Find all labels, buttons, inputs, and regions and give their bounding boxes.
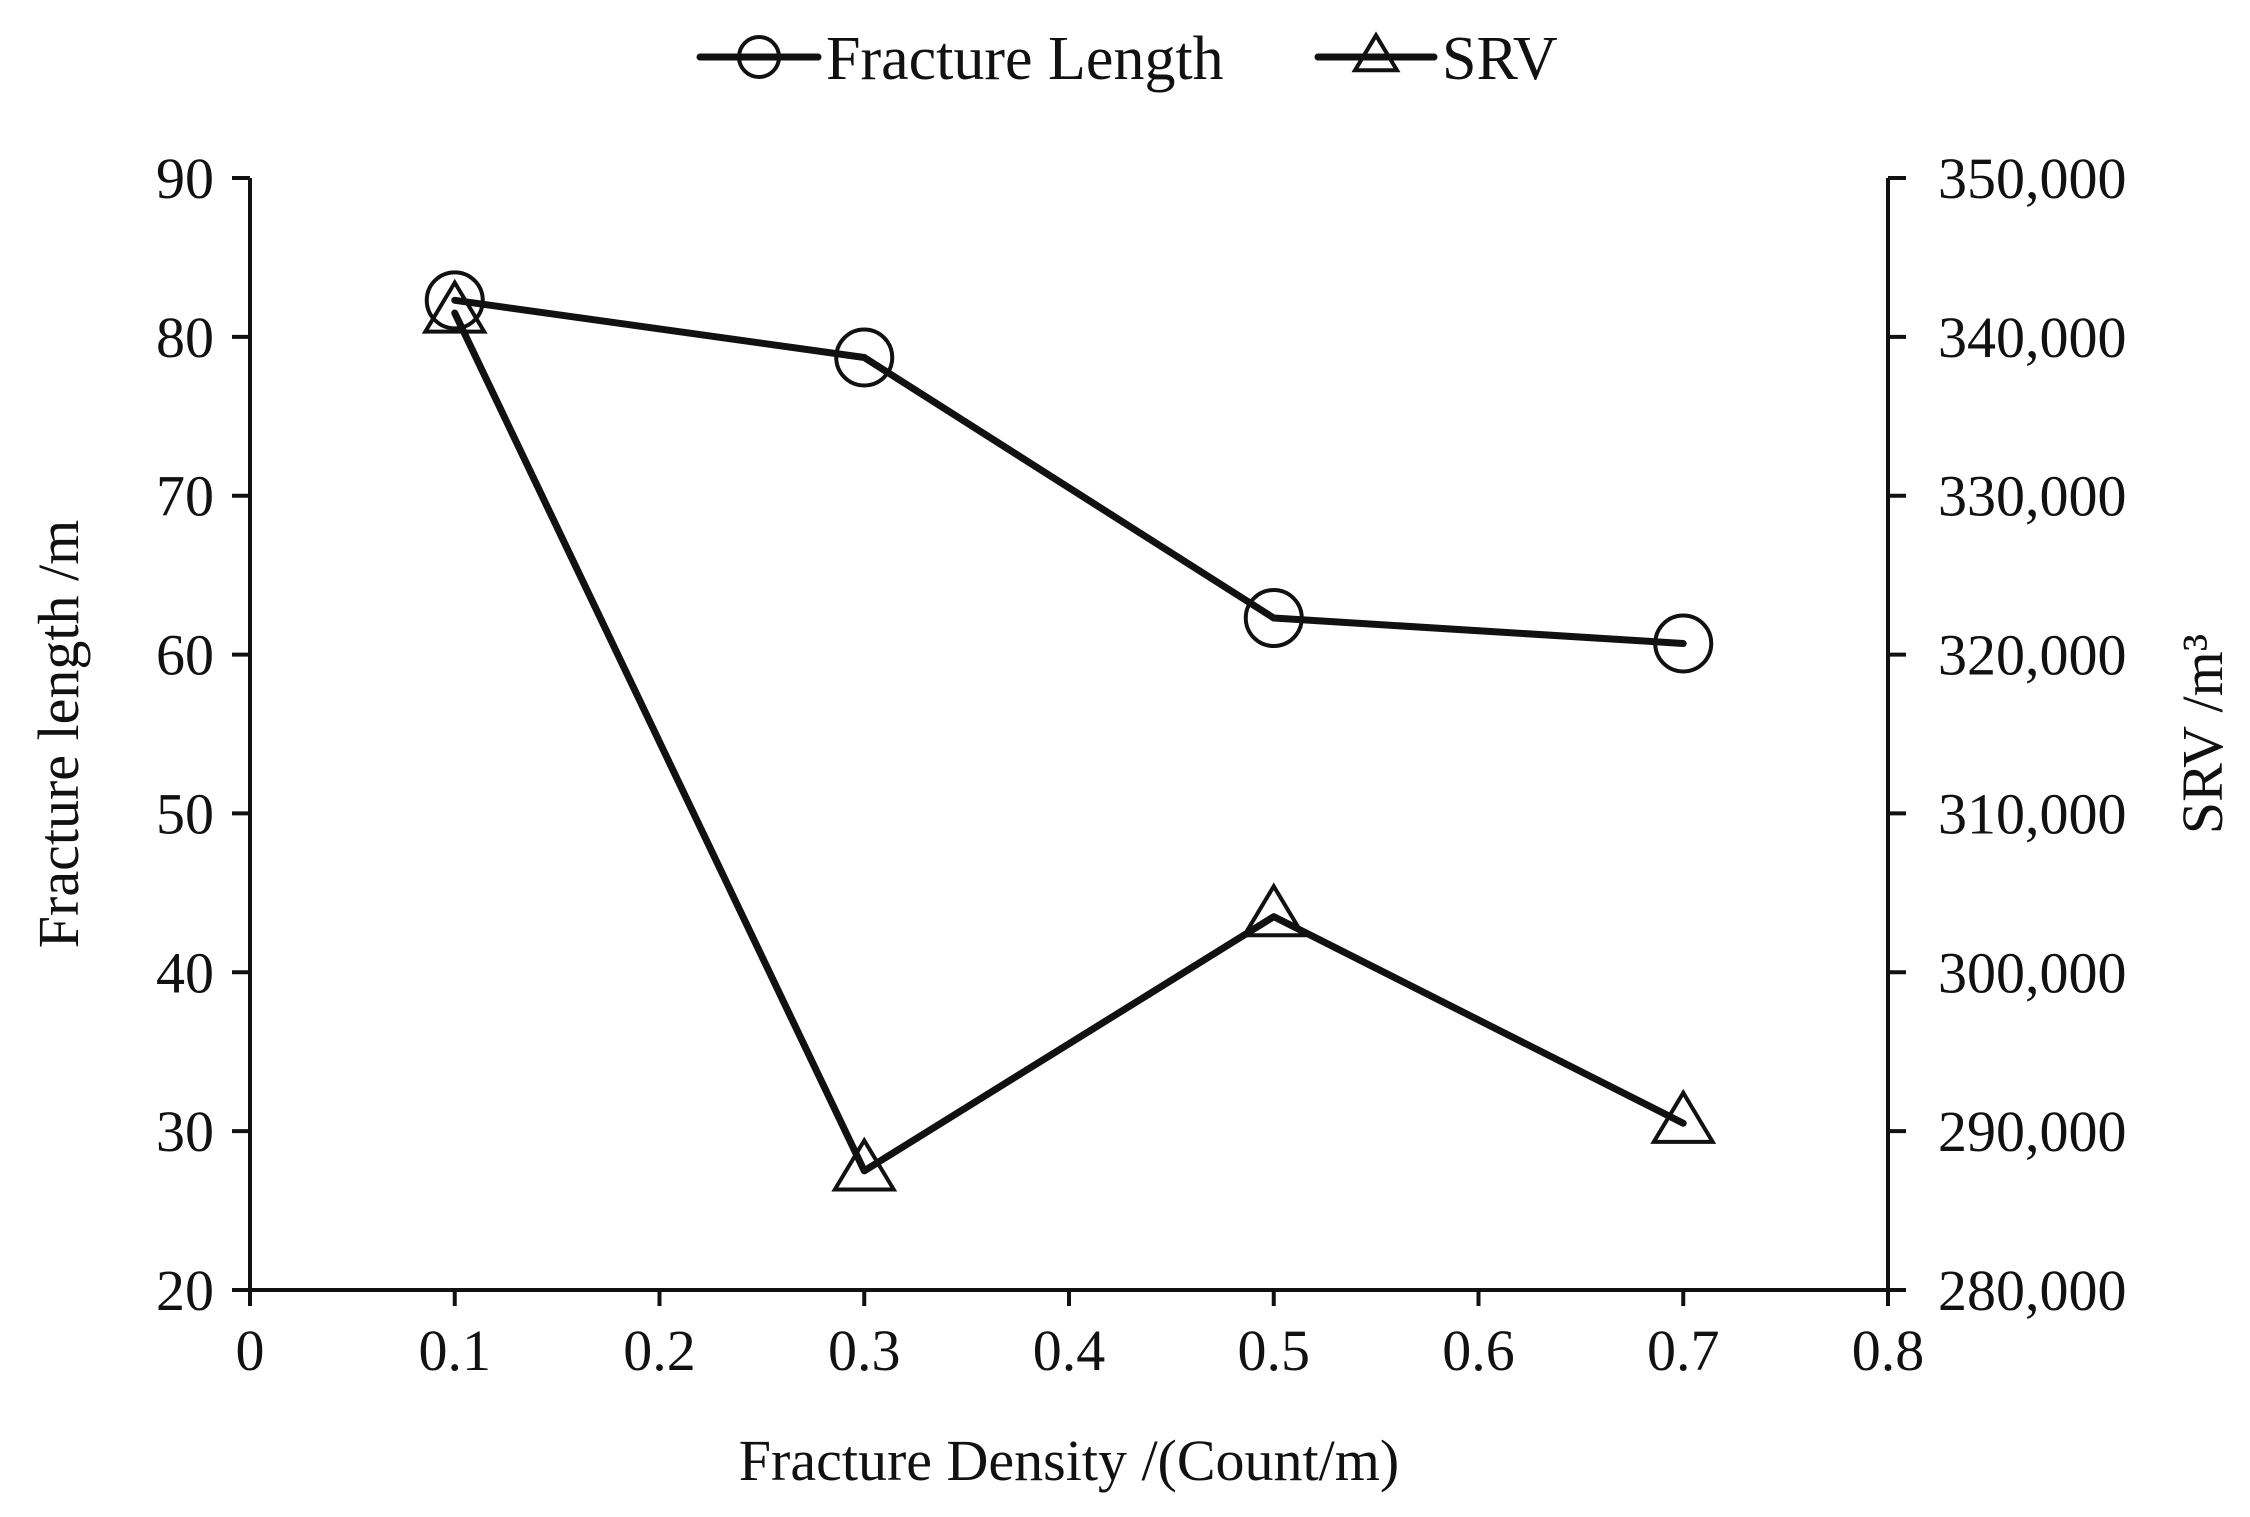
legend-item-fracture-length: Fracture Length: [696, 25, 1224, 93]
x-tick-label: 0.4: [1033, 1318, 1106, 1383]
legend-marker-fracture-length: [737, 35, 781, 79]
legend-marker-srv: [1351, 31, 1401, 73]
left-y-tick-label: 60: [156, 623, 214, 688]
left-y-tick-label: 30: [156, 1099, 214, 1164]
x-tick-label: 0.1: [419, 1318, 492, 1383]
left-y-tick-label: 70: [156, 464, 214, 529]
data-point-srv: [421, 278, 488, 334]
legend: Fracture Length SRV: [696, 25, 1558, 93]
series-srv: [421, 278, 1717, 1192]
x-tick-label: 0.6: [1442, 1318, 1515, 1383]
series-fracture-length: [424, 270, 1714, 674]
left-y-tick-label: 40: [156, 940, 214, 1005]
data-point-fracture-length: [424, 270, 485, 331]
right-y-tick-label: 350,000: [1938, 146, 2127, 211]
left-y-tick-label: 20: [156, 1258, 214, 1323]
left-y-tick-label: 50: [156, 781, 214, 846]
legend-label-fracture-length: Fracture Length: [826, 25, 1224, 93]
data-point-fracture-length: [834, 327, 895, 388]
legend-label-srv: SRV: [1442, 25, 1558, 93]
data-point-fracture-length: [1243, 588, 1304, 649]
x-tick-label: 0.8: [1852, 1318, 1925, 1383]
right-y-tick-label: 280,000: [1938, 1258, 2127, 1323]
right-y-tick-label: 320,000: [1938, 623, 2127, 688]
data-point-srv: [831, 1136, 898, 1192]
x-tick-label: 0.5: [1238, 1318, 1311, 1383]
data-point-srv: [1240, 882, 1307, 938]
x-tick-label: 0.2: [623, 1318, 696, 1383]
ticks: 0 0.1 0.2 0.3 0.4 0.5 0.6 0.7 0.8 20 30 40 50 60 70 80 9…: [156, 146, 2127, 1383]
x-axis-title: Fracture Density /(Count/m): [739, 1428, 1399, 1493]
x-tick-label: 0.7: [1647, 1318, 1720, 1383]
series-line-srv: [451, 309, 1687, 1175]
data-point-srv: [1650, 1088, 1717, 1144]
right-y-axis-title: SRV /m³: [2170, 634, 2235, 834]
left-y-tick-label: 90: [156, 146, 214, 211]
series-line-fracture-length: [451, 296, 1687, 647]
x-tick-label: 0.3: [828, 1318, 901, 1383]
right-y-tick-label: 330,000: [1938, 464, 2127, 529]
axes: [248, 178, 1890, 1292]
right-y-tick-label: 300,000: [1938, 940, 2127, 1005]
legend-item-srv: SRV: [1314, 25, 1558, 93]
data-point-fracture-length: [1653, 613, 1714, 674]
x-tick-label: 0: [236, 1318, 265, 1383]
left-y-axis-title: Fracture length /m: [26, 520, 91, 948]
series: [421, 270, 1717, 1192]
right-y-tick-label: 290,000: [1938, 1099, 2127, 1164]
right-y-tick-label: 340,000: [1938, 305, 2127, 370]
left-y-tick-label: 80: [156, 305, 214, 370]
right-y-tick-label: 310,000: [1938, 781, 2127, 846]
